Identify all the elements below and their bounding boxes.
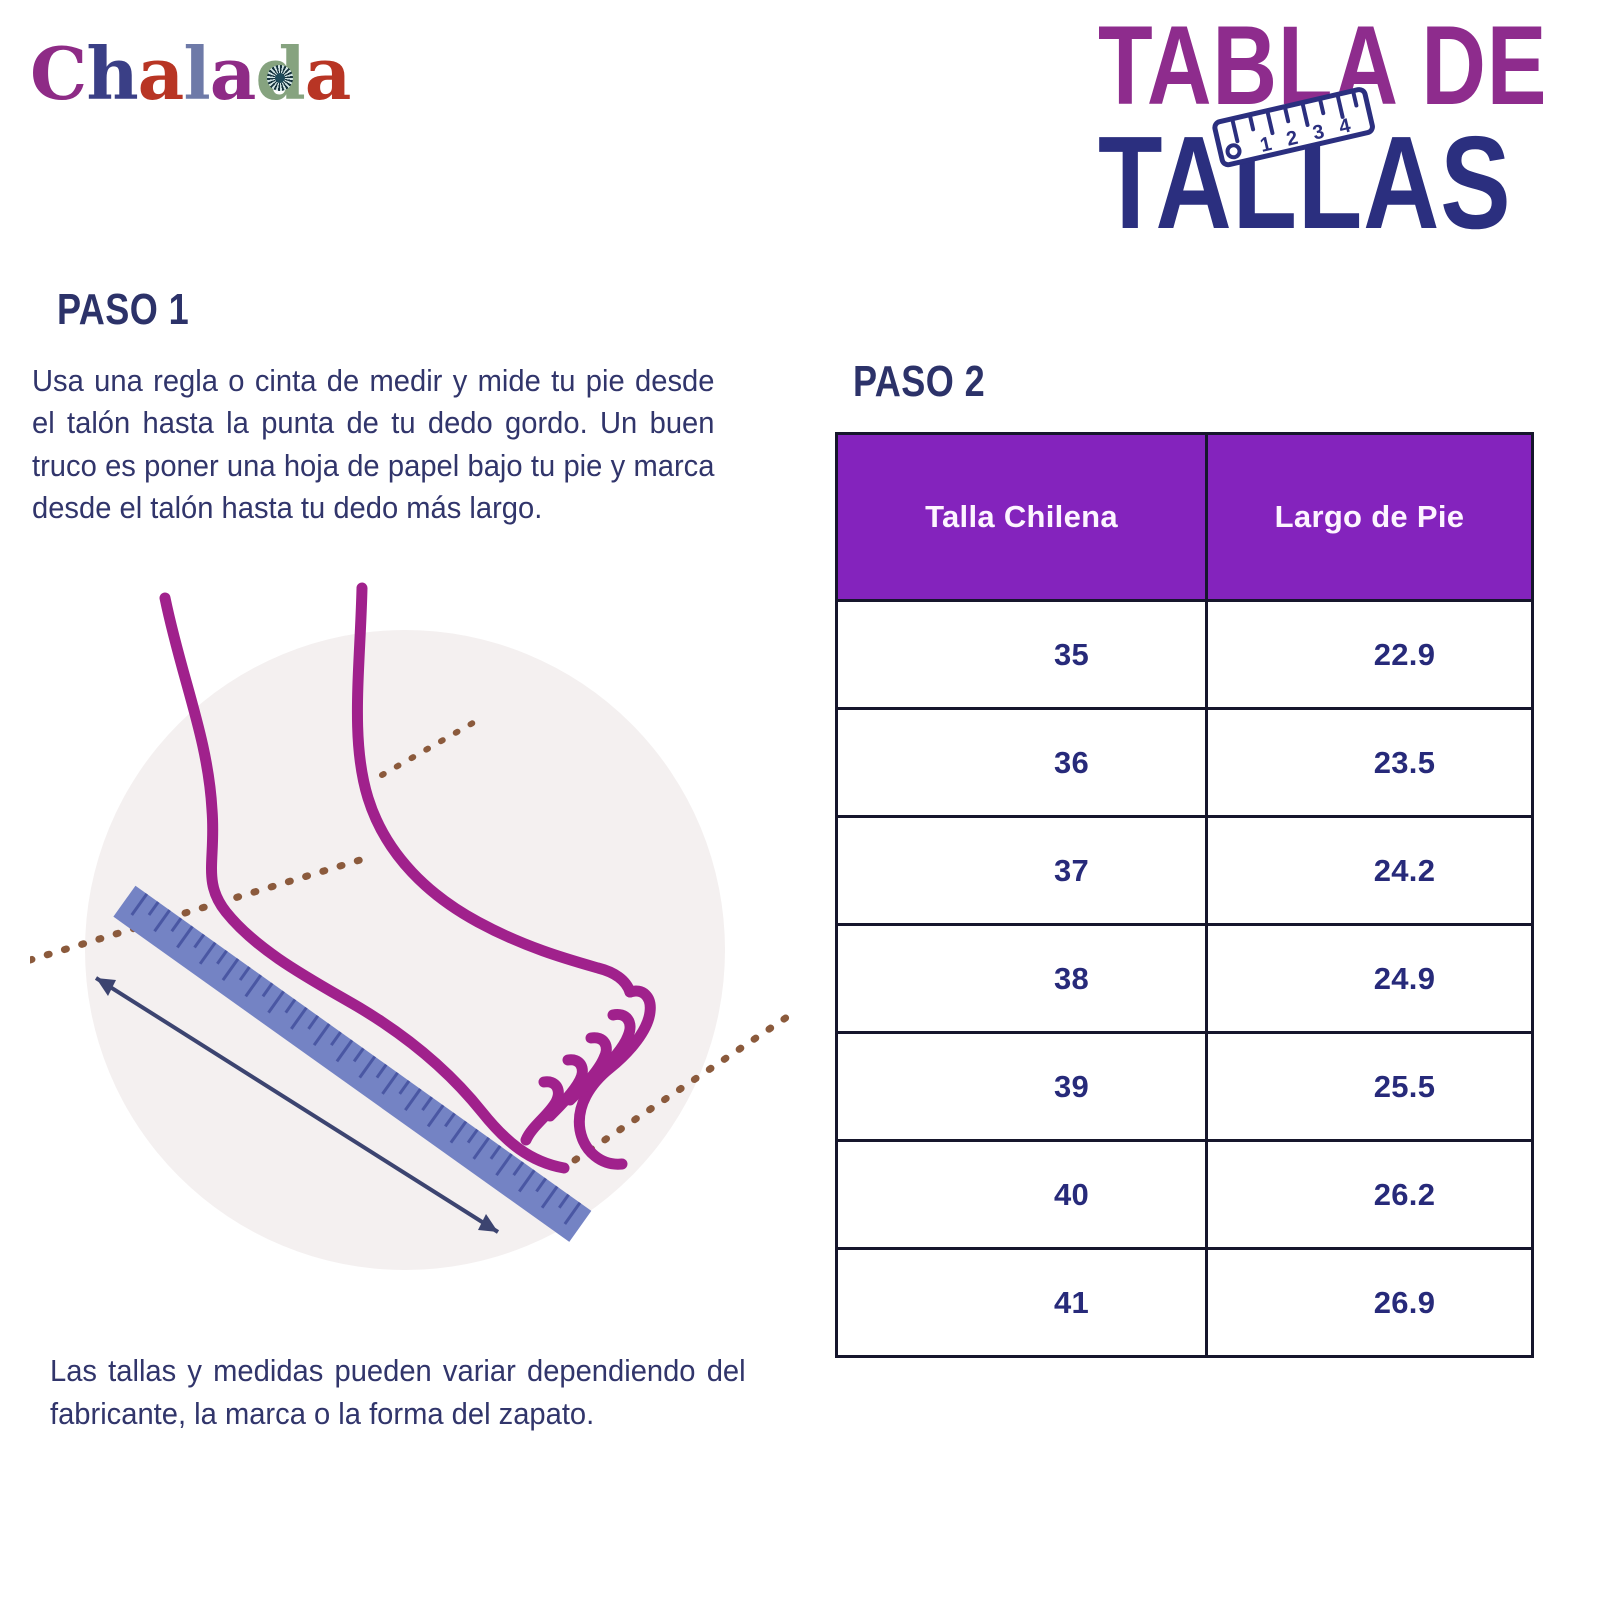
measurement-arrow bbox=[94, 976, 500, 1234]
heel-guide-line bbox=[30, 856, 364, 964]
ruler-graphic bbox=[113, 885, 592, 1242]
table-row: 41 26.9 bbox=[835, 1247, 1534, 1358]
foot-outline bbox=[159, 582, 656, 1174]
step2-heading: PASO 2 bbox=[853, 357, 986, 406]
cell-largo-de-pie: 26.9 bbox=[1205, 1247, 1534, 1358]
brand-logo-letter: a bbox=[137, 31, 185, 116]
cell-talla-chilena: 37 bbox=[835, 815, 1208, 926]
brand-logo: Chalada bbox=[30, 31, 352, 116]
cell-largo-de-pie: 24.9 bbox=[1205, 923, 1534, 1034]
illustration-background-circle bbox=[85, 630, 725, 1270]
column-header-talla-chilena: Talla Chilena bbox=[835, 432, 1208, 602]
brand-logo-letter: h bbox=[86, 31, 138, 116]
cell-talla-chilena: 38 bbox=[835, 923, 1208, 1034]
brand-logo-letter: C bbox=[30, 31, 87, 116]
table-header-row: Talla Chilena Largo de Pie bbox=[835, 432, 1534, 602]
table-row: 38 24.9 bbox=[835, 923, 1534, 1034]
cell-largo-de-pie: 22.9 bbox=[1205, 599, 1534, 710]
cell-talla-chilena: 40 bbox=[835, 1139, 1208, 1250]
ruler-icon: 1 2 3 4 bbox=[1212, 87, 1375, 168]
cell-largo-de-pie: 25.5 bbox=[1205, 1031, 1534, 1142]
step1-body-text: Usa una regla o cinta de medir y mide tu… bbox=[32, 363, 715, 526]
cell-talla-chilena: 41 bbox=[835, 1247, 1208, 1358]
table-row: 36 23.5 bbox=[835, 707, 1534, 818]
table-row: 40 26.2 bbox=[835, 1139, 1534, 1250]
cell-largo-de-pie: 23.5 bbox=[1205, 707, 1534, 818]
ruler-tick-1: 1 bbox=[1258, 133, 1274, 157]
table-row: 35 22.9 bbox=[835, 599, 1534, 710]
ruler-tick-2: 2 bbox=[1284, 127, 1300, 151]
cell-largo-de-pie: 26.2 bbox=[1205, 1139, 1534, 1250]
ankle-guide-line bbox=[379, 717, 481, 778]
toe-guide-line bbox=[571, 1011, 790, 1164]
column-header-largo-de-pie: Largo de Pie bbox=[1205, 432, 1534, 602]
brand-logo-letter: a bbox=[209, 31, 257, 116]
brand-logo-letter: l bbox=[183, 31, 210, 116]
title-block: TABLA DE TALLAS 1 2 3 4 bbox=[1090, 9, 1560, 288]
cell-talla-chilena: 39 bbox=[835, 1031, 1208, 1142]
step1-heading: PASO 1 bbox=[57, 285, 190, 334]
brand-logo-letter: a bbox=[304, 31, 352, 116]
disclaimer-text: Las tallas y medidas pueden variar depen… bbox=[50, 1353, 746, 1431]
size-chart-table: Talla Chilena Largo de Pie 35 22.9 36 23.5 3… bbox=[835, 432, 1534, 1358]
cell-talla-chilena: 36 bbox=[835, 707, 1208, 818]
cell-talla-chilena: 35 bbox=[835, 599, 1208, 710]
table-row: 37 24.2 bbox=[835, 815, 1534, 926]
cell-largo-de-pie: 24.2 bbox=[1205, 815, 1534, 926]
brand-logo-letter: d bbox=[255, 31, 305, 116]
table-row: 39 25.5 bbox=[835, 1031, 1534, 1142]
ruler-tick-3: 3 bbox=[1311, 121, 1327, 145]
foot-measurement-illustration bbox=[30, 582, 790, 1270]
